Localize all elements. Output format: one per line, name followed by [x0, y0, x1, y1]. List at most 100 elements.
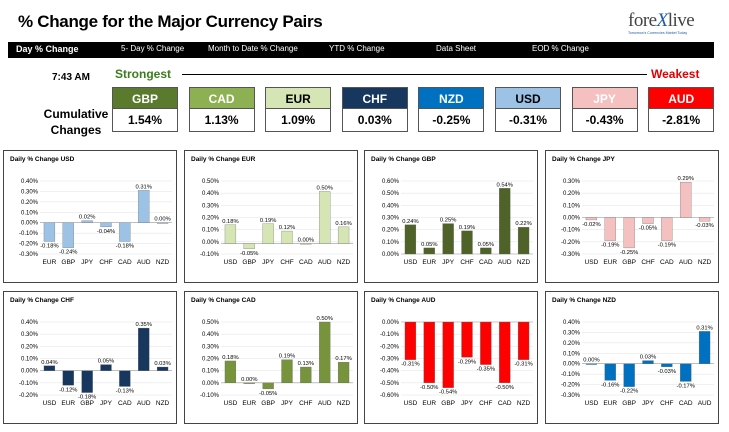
bar-aud	[138, 327, 150, 371]
bar-chart: 0.30% 0.20% 0.10% 0.00% -0.10% -0.20% -0.30% -0…	[561, 176, 714, 266]
bar-aud	[319, 321, 331, 383]
bar-aud	[680, 182, 692, 218]
data-label: -0.13%	[116, 388, 134, 394]
x-tick-label: GBP	[242, 259, 256, 266]
y-tick-label: -0.10%	[19, 231, 39, 237]
data-label: -0.31%	[514, 362, 532, 368]
x-tick-label: USD	[585, 400, 599, 407]
bar-eur	[243, 382, 255, 384]
y-tick-label: -0.30%	[380, 357, 400, 363]
y-tick-label: 0.40%	[202, 191, 220, 197]
strongest-label: Strongest	[115, 67, 172, 81]
nav-tab-data-sheet[interactable]: Data Sheet	[436, 44, 477, 53]
x-tick-label: NZD	[156, 259, 170, 266]
bar-jpy	[100, 364, 112, 371]
data-label: -0.03%	[658, 369, 676, 375]
y-tick-label: 0.60%	[382, 179, 400, 185]
data-label: -0.18%	[40, 243, 58, 249]
x-tick-label: EUR	[603, 400, 617, 407]
x-tick-label: EUR	[422, 400, 436, 407]
bar-jpy	[461, 321, 473, 358]
x-tick-label: CHF	[280, 259, 293, 266]
bar-usd	[585, 217, 598, 221]
chart-panel-gbp: Daily % Change GBP 0.60% 0.50% 0.40% 0.30% 0.…	[364, 150, 538, 283]
bar-jpy	[81, 220, 93, 223]
bar-usd	[43, 365, 56, 371]
data-label: -0.02%	[582, 222, 600, 228]
x-tick-label: EUR	[603, 259, 617, 266]
x-tick-label: NZD	[337, 400, 351, 407]
y-tick-label: 0.10%	[563, 351, 581, 357]
currency-code: USD	[495, 87, 561, 109]
currency-rank-aud: AUD -2.81%	[648, 87, 715, 133]
y-tick-label: -0.10%	[200, 393, 220, 399]
bar-eur	[423, 247, 435, 255]
x-tick-label: AUD	[137, 259, 151, 266]
chart-panel-eur: Daily % Change EUR 0.50% 0.40% 0.30% 0.20% 0.…	[184, 150, 358, 283]
x-tick-label: AUD	[679, 259, 693, 266]
x-tick-label: JPY	[281, 400, 294, 407]
y-tick-label: 0.30%	[563, 330, 581, 336]
bar-aud	[499, 188, 511, 255]
y-tick-label: -0.10%	[380, 332, 400, 338]
currency-rank-cad: CAD 1.13%	[188, 87, 255, 133]
y-tick-label: 0.40%	[563, 320, 581, 326]
y-tick-label: 0.10%	[382, 240, 400, 246]
bar-cad	[499, 321, 511, 383]
currency-code: NZD	[418, 87, 485, 109]
data-label: 0.00%	[583, 358, 599, 364]
data-label: 0.03%	[154, 361, 170, 367]
bar-eur	[43, 222, 56, 242]
x-tick-label: GBP	[622, 400, 636, 407]
bar-chf	[480, 321, 492, 365]
chart-title: Daily % Change AUD	[371, 297, 436, 304]
bar-jpy	[262, 223, 274, 244]
chart-title: Daily % Change USD	[10, 156, 75, 163]
nav-tab-ytd-change[interactable]: YTD % Change	[329, 44, 385, 53]
x-tick-label: GBP	[261, 400, 275, 407]
y-tick-label: 0.20%	[563, 191, 581, 197]
data-label: -0.25%	[620, 250, 638, 256]
y-tick-label: 0.30%	[202, 344, 220, 350]
y-tick-label: 0.00%	[382, 252, 400, 258]
chart-title: Daily % Change NZD	[552, 297, 616, 304]
data-label: 0.31%	[135, 184, 151, 190]
nav-tab-day-change[interactable]: Day % Change	[16, 44, 79, 54]
bar-usd	[404, 224, 417, 255]
x-tick-label: EUR	[422, 259, 436, 266]
data-label: 0.12%	[279, 225, 295, 231]
bar-cad	[300, 243, 312, 245]
nav-tab-month-to-date-change[interactable]: Month to Date % Change	[208, 44, 298, 53]
currency-rank-gbp: GBP 1.54%	[112, 87, 178, 133]
currency-rank-usd: USD -0.31%	[495, 87, 561, 133]
data-label: 0.00%	[154, 217, 170, 223]
cumulative-changes-label: Cumulative Changes	[43, 107, 109, 137]
y-tick-label: -0.20%	[561, 383, 581, 389]
data-label: 0.03%	[640, 355, 656, 361]
nav-tab-5-day-change[interactable]: 5- Day % Change	[121, 44, 185, 53]
y-tick-label: 0.40%	[202, 332, 220, 338]
bar-jpy	[281, 359, 293, 383]
y-tick-label: -0.20%	[19, 393, 39, 399]
data-label: -0.22%	[620, 389, 638, 395]
bar-cad	[480, 247, 492, 255]
x-tick-label: CAD	[498, 400, 512, 407]
x-tick-label: EUR	[242, 400, 256, 407]
bar-cad	[680, 363, 692, 382]
bar-nzd	[517, 321, 530, 360]
currency-change-value: 0.03%	[341, 109, 408, 132]
x-tick-label: JPY	[461, 400, 474, 407]
x-tick-label: JPY	[262, 259, 275, 266]
data-label: 0.17%	[335, 356, 351, 362]
data-label: -0.50%	[496, 385, 514, 391]
forexlive-logo: foreXlive Tomorrow's Currencies Market T…	[628, 10, 695, 35]
x-tick-label: EUR	[61, 400, 75, 407]
currency-change-value: -0.31%	[495, 109, 561, 132]
nav-tab-eod-change[interactable]: EOD % Change	[532, 44, 589, 53]
bar-aud	[138, 190, 150, 223]
data-label: 0.31%	[696, 325, 712, 331]
y-tick-label: 0.20%	[202, 357, 220, 363]
chart-title: Daily % Change JPY	[552, 156, 615, 163]
bar-gbp	[262, 382, 274, 390]
x-tick-label: USD	[404, 259, 418, 266]
